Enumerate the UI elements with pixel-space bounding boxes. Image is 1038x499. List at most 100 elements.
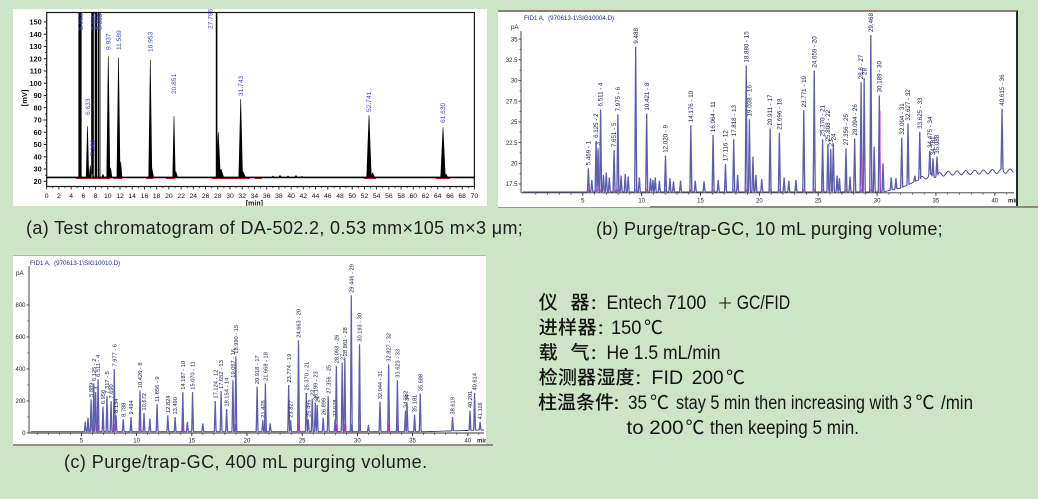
svg-text:24: 24: [315, 396, 321, 402]
svg-text:6.633: 6.633: [85, 98, 92, 115]
svg-text:stay 5 min then increasing wit: stay 5 min then increasing with 3: [676, 393, 912, 414]
svg-text:12.824: 12.824: [166, 395, 172, 412]
svg-text:32.827 - 32: 32.827 - 32: [387, 333, 393, 362]
svg-text:150: 150: [29, 18, 41, 27]
svg-text:26: 26: [202, 193, 210, 200]
svg-text:14: 14: [128, 193, 136, 200]
svg-text:6: 6: [82, 193, 86, 200]
svg-text:10.672: 10.672: [142, 393, 148, 410]
svg-text:FID1 A, (970613-1\SIG10004.D): FID1 A, (970613-1\SIG10004.D): [524, 15, 614, 22]
svg-text:24.659 - 20: 24.659 - 20: [811, 35, 818, 67]
svg-text:min: min: [477, 439, 486, 445]
svg-text:17.124 - 12: 17.124 - 12: [213, 370, 219, 399]
svg-text:He 1.5 mL/min: He 1.5 mL/min: [607, 343, 721, 364]
svg-text:20.911 - 17: 20.911 - 17: [767, 94, 774, 125]
svg-text:5: 5: [80, 439, 84, 445]
svg-text:min: min: [1008, 198, 1016, 204]
svg-text:24: 24: [190, 193, 198, 200]
svg-text:25.370 - 21: 25.370 - 21: [304, 362, 310, 391]
svg-text:36: 36: [263, 193, 271, 200]
svg-text:130: 130: [29, 42, 41, 51]
svg-text:30.189 - 30: 30.189 - 30: [876, 60, 883, 92]
svg-text:90: 90: [33, 91, 41, 100]
svg-text:6.125 - 2: 6.125 - 2: [92, 358, 98, 380]
svg-text:17.652 - 13: 17.652 - 13: [219, 360, 225, 389]
svg-text:9.488: 9.488: [633, 27, 640, 43]
svg-text:10: 10: [638, 198, 645, 204]
svg-text:32: 32: [238, 193, 246, 200]
svg-text:20: 20: [33, 177, 41, 186]
svg-text:40: 40: [287, 193, 295, 200]
svg-text:7.690: 7.690: [109, 384, 115, 398]
svg-text:5.469 - 1: 5.469 - 1: [586, 140, 593, 165]
svg-text:40.615 - 36: 40.615 - 36: [999, 73, 1006, 105]
svg-text:25.495: 25.495: [306, 399, 312, 416]
svg-text:6.511 - 4: 6.511 - 4: [96, 355, 102, 377]
svg-text:34.352: 34.352: [404, 391, 410, 408]
svg-text:44: 44: [312, 193, 320, 200]
svg-text:35: 35: [409, 439, 416, 445]
svg-text:200: 200: [692, 368, 724, 389]
svg-text:150: 150: [611, 318, 641, 339]
svg-text:5: 5: [581, 198, 585, 204]
svg-text:FID1 A, (970613-1\SIG10010.D): FID1 A, (970613-1\SIG10010.D): [30, 260, 120, 267]
svg-text:3: 3: [595, 141, 602, 145]
svg-text:34: 34: [405, 395, 411, 401]
svg-text:21.428: 21.428: [261, 400, 267, 417]
svg-text:23.771 - 19: 23.771 - 19: [801, 75, 808, 107]
svg-text:7.651 - 5: 7.651 - 5: [611, 122, 618, 147]
svg-text:27.5: 27.5: [506, 99, 518, 105]
svg-text:30.193 - 30: 30.193 - 30: [358, 313, 364, 342]
svg-text:32.627 - 32: 32.627 - 32: [905, 88, 912, 120]
svg-text:0: 0: [22, 431, 26, 437]
svg-text:40: 40: [464, 439, 471, 445]
svg-text:50: 50: [33, 140, 41, 149]
svg-text:15: 15: [188, 439, 195, 445]
svg-text:18: 18: [153, 193, 161, 200]
svg-text:35.688: 35.688: [418, 374, 424, 391]
svg-text:26.899: 26.899: [321, 398, 327, 415]
svg-text:34.761: 34.761: [930, 135, 937, 154]
svg-text:23.774 - 19: 23.774 - 19: [287, 354, 293, 383]
svg-text:FID: FID: [651, 368, 683, 389]
svg-text:0: 0: [45, 193, 49, 200]
svg-text:20: 20: [756, 198, 763, 204]
svg-text:28.6 - 27: 28.6 - 27: [858, 54, 865, 79]
svg-text:27.356 - 25: 27.356 - 25: [326, 365, 332, 394]
svg-text:200: 200: [15, 399, 26, 405]
svg-text:34.475 - 34: 34.475 - 34: [927, 116, 934, 148]
svg-text:18.880 - 15: 18.880 - 15: [743, 30, 750, 62]
svg-text:30: 30: [354, 439, 361, 445]
svg-text:28: 28: [861, 67, 868, 74]
svg-text:52: 52: [361, 193, 369, 200]
svg-text:10.426 - 8: 10.426 - 8: [138, 362, 144, 388]
svg-text:600: 600: [15, 335, 26, 341]
svg-text:60: 60: [33, 128, 41, 137]
svg-text:Entech 7100: Entech 7100: [607, 293, 707, 314]
svg-text:17.5: 17.5: [506, 182, 518, 188]
svg-text:21.696 - 18: 21.696 - 18: [777, 97, 784, 129]
svg-text:110: 110: [30, 67, 42, 76]
svg-text:120: 120: [29, 54, 41, 63]
svg-text:25.808 - 22: 25.808 - 22: [825, 109, 832, 141]
svg-text:30: 30: [226, 193, 234, 200]
svg-text:17.116 - 12: 17.116 - 12: [723, 129, 730, 160]
svg-text:52.741: 52.741: [366, 91, 373, 112]
svg-text:/min: /min: [941, 393, 973, 414]
svg-text:then keeping 5 min.: then keeping 5 min.: [710, 418, 859, 439]
svg-text:18.154 - 14: 18.154 - 14: [225, 378, 231, 407]
svg-text:3: 3: [94, 387, 100, 390]
svg-text:66: 66: [446, 193, 454, 200]
svg-text:7.975 - 6: 7.975 - 6: [615, 86, 622, 111]
svg-text:35.181: 35.181: [413, 395, 419, 412]
svg-text:8.085: 8.085: [91, 13, 98, 30]
svg-text:[mV]: [mV]: [20, 89, 29, 106]
svg-text:54: 54: [373, 193, 381, 200]
svg-text:42: 42: [300, 193, 308, 200]
svg-text:6.956: 6.956: [101, 390, 107, 404]
svg-text:58: 58: [397, 193, 405, 200]
svg-text:28: 28: [214, 193, 222, 200]
svg-text:5.889: 5.889: [89, 383, 95, 397]
svg-text:28.861 - 28: 28.861 - 28: [343, 327, 349, 356]
svg-text:70: 70: [33, 116, 41, 125]
